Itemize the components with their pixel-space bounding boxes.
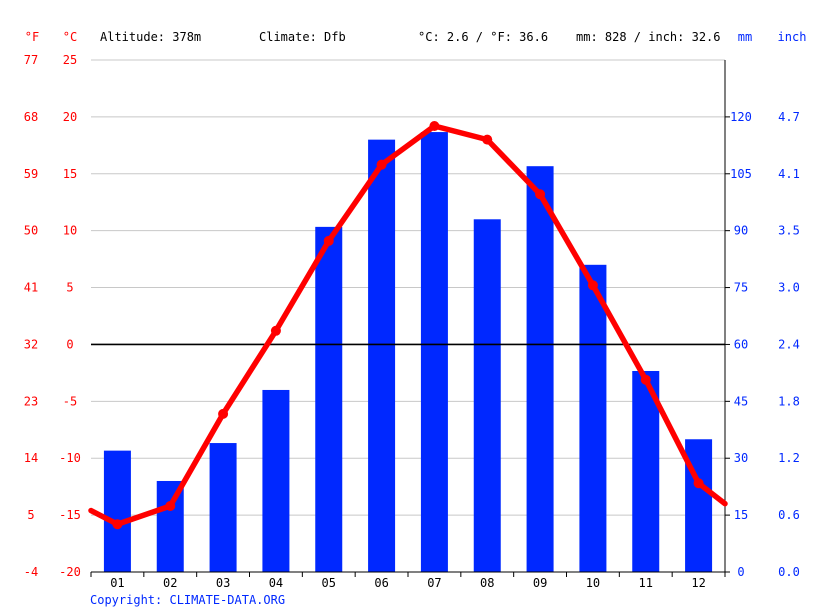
temperature-point — [587, 280, 598, 291]
celsius-tick-label: 5 — [66, 281, 73, 295]
inch-unit-label: inch — [778, 30, 807, 44]
fahrenheit-tick-label: 5 — [27, 508, 34, 522]
temperature-point — [535, 189, 546, 200]
month-tick-label: 02 — [163, 576, 177, 590]
altitude-label: Altitude: 378m — [100, 30, 201, 44]
fahrenheit-tick-label: 23 — [24, 394, 38, 408]
precipitation-bar — [368, 139, 396, 572]
mm-tick-label: 45 — [734, 394, 748, 408]
inch-tick-label: 3.5 — [778, 224, 800, 238]
temperature-point — [270, 325, 281, 336]
month-tick-label: 09 — [533, 576, 547, 590]
fahrenheit-tick-label: 68 — [24, 110, 38, 124]
celsius-tick-label: 15 — [63, 167, 77, 181]
temperature-line-path — [88, 123, 728, 527]
temperature-line — [88, 120, 728, 530]
month-tick-label: 10 — [586, 576, 600, 590]
fahrenheit-tick-label: 41 — [24, 281, 38, 295]
precipitation-bars — [103, 132, 713, 573]
celsius-tick-label: 25 — [63, 53, 77, 67]
mm-tick-label: 0 — [737, 565, 744, 579]
temperature-point — [482, 134, 493, 145]
mm-tick-label: 120 — [730, 110, 752, 124]
month-tick-label: 01 — [110, 576, 124, 590]
mm-tick-label: 60 — [734, 337, 748, 351]
precipitation-bar — [473, 219, 501, 573]
month-tick-label: 03 — [216, 576, 230, 590]
temperature-point — [429, 120, 440, 131]
inch-tick-label: 3.0 — [778, 281, 800, 295]
mm-unit-label: mm — [738, 30, 752, 44]
precipitation-bar — [420, 132, 448, 572]
celsius-tick-label: -20 — [59, 565, 81, 579]
celsius-tick-label: -10 — [59, 451, 81, 465]
fahrenheit-tick-label: 32 — [24, 337, 38, 351]
precipitation-bar — [632, 370, 660, 572]
fahrenheit-unit-label: °F — [25, 30, 39, 44]
temperature-point — [640, 374, 651, 385]
total-precipitation-label: mm: 828 / inch: 32.6 — [576, 30, 721, 44]
fahrenheit-tick-label: 50 — [24, 224, 38, 238]
temperature-point — [218, 408, 229, 419]
month-tick-label: 05 — [322, 576, 336, 590]
fahrenheit-tick-label: 77 — [24, 53, 38, 67]
fahrenheit-tick-label: -4 — [24, 565, 38, 579]
temperature-point — [376, 159, 387, 170]
celsius-tick-label: -5 — [63, 394, 77, 408]
grid-lines — [91, 59, 725, 516]
month-tick-label: 12 — [691, 576, 705, 590]
celsius-unit-label: °C — [63, 30, 77, 44]
precipitation-bar — [156, 480, 184, 572]
climate-label: Climate: Dfb — [259, 30, 346, 44]
mm-tick-label: 105 — [730, 167, 752, 181]
precipitation-bar — [315, 226, 343, 572]
copyright-text: Copyright: CLIMATE-DATA.ORG — [90, 593, 285, 607]
mm-tick-label: 90 — [734, 224, 748, 238]
inch-tick-label: 1.8 — [778, 394, 800, 408]
precipitation-bar — [579, 264, 607, 572]
celsius-tick-label: 10 — [63, 224, 77, 238]
precipitation-bar — [526, 166, 554, 572]
month-tick-label: 04 — [269, 576, 283, 590]
avg-temperature-label: °C: 2.6 / °F: 36.6 — [418, 30, 548, 44]
precipitation-bar — [103, 450, 131, 572]
month-tick-label: 11 — [639, 576, 653, 590]
mm-tick-label: 30 — [734, 451, 748, 465]
inch-tick-label: 4.1 — [778, 167, 800, 181]
inch-tick-label: 4.7 — [778, 110, 800, 124]
inch-tick-label: 0.6 — [778, 508, 800, 522]
month-tick-label: 06 — [374, 576, 388, 590]
celsius-tick-label: -15 — [59, 508, 81, 522]
precipitation-bar — [262, 389, 290, 572]
temperature-point — [165, 501, 176, 512]
inch-tick-label: 2.4 — [778, 337, 800, 351]
inch-tick-label: 0.0 — [778, 565, 800, 579]
month-tick-label: 07 — [427, 576, 441, 590]
fahrenheit-tick-label: 14 — [24, 451, 38, 465]
celsius-tick-label: 0 — [66, 337, 73, 351]
temperature-point — [323, 235, 334, 246]
tick-labels: 2577206815591050541032-523-1014-155-20-4… — [24, 53, 800, 590]
month-tick-label: 08 — [480, 576, 494, 590]
axes — [90, 60, 730, 577]
inch-tick-label: 1.2 — [778, 451, 800, 465]
mm-tick-label: 15 — [734, 508, 748, 522]
fahrenheit-tick-label: 59 — [24, 167, 38, 181]
precipitation-bar — [209, 443, 237, 572]
temperature-point — [112, 519, 123, 530]
mm-tick-label: 75 — [734, 281, 748, 295]
celsius-tick-label: 20 — [63, 110, 77, 124]
temperature-point — [693, 478, 704, 489]
